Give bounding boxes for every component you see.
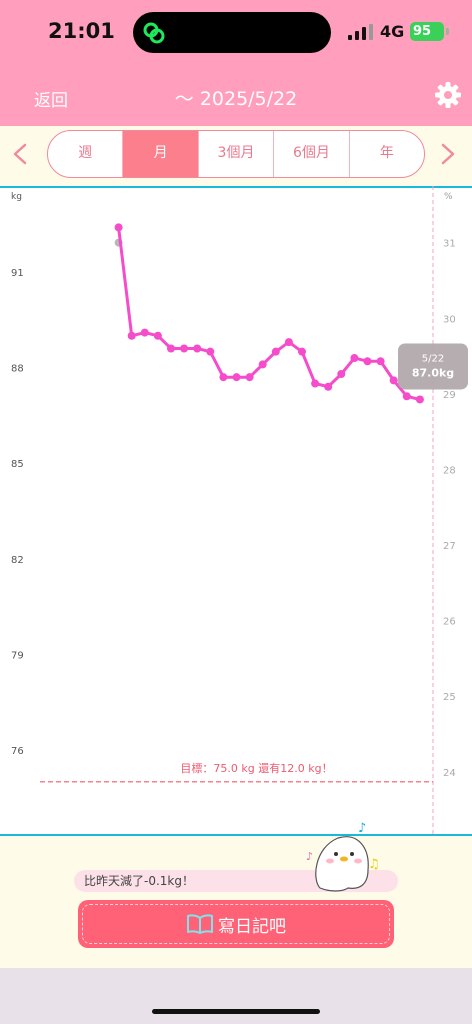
weight-chart[interactable]: kg % 91 88 85 82 79 76 31 30 29 28 27 26 25 24 目標：75.0 k… [0,186,472,852]
y2-tick-label-6: 25 [443,692,456,703]
y-tick-label-4: 79 [11,650,24,661]
gear-icon[interactable] [433,80,463,110]
weight-point-18 [350,354,359,363]
tab-year[interactable]: 年 [348,131,424,177]
book-icon [187,914,213,934]
y2-tick-label-5: 26 [443,617,456,628]
y-tick-label-2: 85 [11,459,24,470]
y-tick-label-5: 76 [11,746,24,757]
weight-point-22 [402,392,411,401]
tab-week[interactable]: 週 [78,145,93,161]
y2-tick-label-3: 28 [443,465,456,476]
page-title: ～ 2025/5/22 [174,88,298,110]
link-icon [143,22,165,44]
y-tick-label-1: 88 [11,364,24,375]
weight-point-12 [271,347,280,356]
y2-tick-label-4: 27 [443,541,456,552]
range-selector-row: 週 月 3個月 6個月 年 [0,126,472,186]
y-unit-left-label: kg [11,192,22,202]
back-button[interactable]: 返回 [34,91,68,111]
weight-point-5 [180,344,189,353]
weight-point-3 [153,331,162,340]
svg-text:♪: ♪ [358,821,366,836]
weight-chart-area [0,186,472,836]
home-area [0,968,472,1024]
svg-text:♪: ♪ [306,850,313,863]
tab-month[interactable]: 月 [122,131,198,177]
weight-point-23 [415,395,424,404]
home-indicator [152,1009,320,1014]
tab-3-months[interactable]: 3個月 [197,131,273,177]
weight-point-20 [376,357,385,366]
y2-tick-label-2: 29 [443,390,456,401]
weight-point-9 [232,373,241,382]
weight-point-21 [389,376,398,385]
y2-tick-label-7: 24 [443,768,456,779]
write-diary-label: 寫日記吧 [218,916,286,937]
tooltip-date: 5/22 [422,353,444,364]
weight-point-1 [127,331,136,340]
tooltip-box [398,343,468,390]
y2-tick-label-1: 30 [443,314,456,325]
weight-point-10 [245,373,254,382]
weight-point-2 [140,328,149,337]
app-header: 21:01 4G 95 返回 ～ 2025/5/22 [0,0,472,126]
battery-tip [446,28,449,35]
signal-icon [348,24,373,40]
y-tick-label-3: 82 [11,555,24,566]
write-diary-button[interactable]: 寫日記吧 [78,900,394,948]
weight-point-0 [114,223,123,232]
battery-icon: 95 [410,22,444,41]
tooltip-value: 87.0kg [412,366,454,379]
network-type: 4G [380,22,405,41]
y-unit-right-label: % [444,192,453,202]
weight-point-8 [219,373,228,382]
range-tabs: 週 月 3個月 6個月 年 [47,130,425,178]
y-tick-label-0: 91 [11,268,24,279]
weight-point-7 [206,347,215,356]
svg-text:♫: ♫ [368,857,380,872]
weight-point-6 [193,344,202,353]
write-diary-button-inner: 寫日記吧 [82,904,390,944]
weight-point-17 [337,369,346,378]
status-bar: 21:01 4G 95 [0,0,472,62]
weight-point-4 [167,344,175,353]
y2-tick-label-0: 31 [443,239,456,250]
weight-point-11 [258,360,267,369]
chevron-right-icon[interactable] [438,142,458,166]
weight-point-13 [284,338,293,347]
weight-point-16 [324,382,333,391]
weight-point-15 [311,379,320,388]
goal-label: 目標：75.0 kg 還有12.0 kg！ [180,761,332,775]
chevron-left-icon[interactable] [10,142,30,166]
dynamic-island [133,12,331,53]
bird-mascot-icon: ♪ ♪ ♫ [306,821,380,892]
status-time: 21:01 [48,19,115,43]
weight-series-line [117,225,422,401]
tab-6-months[interactable]: 6個月 [273,131,348,177]
battery-level: 95 [413,24,432,39]
weight-point-19 [363,357,372,366]
weight-point-14 [298,347,306,356]
